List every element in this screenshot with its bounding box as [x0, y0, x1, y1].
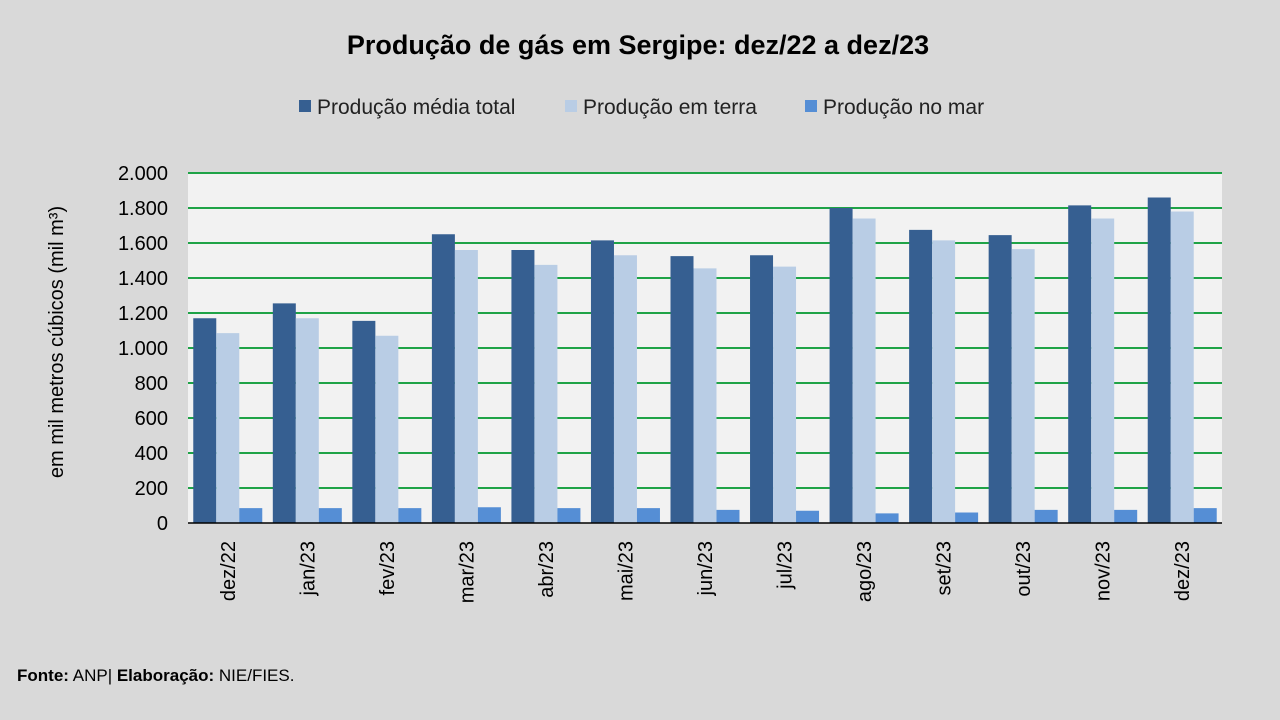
y-axis-label: em mil metros cúbicos (mil m³) — [46, 206, 68, 478]
bar — [193, 318, 217, 523]
y-tick-label: 800 — [135, 373, 168, 395]
source-label: Fonte: — [17, 666, 69, 685]
bar — [511, 250, 535, 523]
bar — [216, 333, 240, 523]
bar — [613, 255, 637, 523]
bar — [955, 512, 979, 523]
bar — [932, 240, 956, 523]
bar — [352, 320, 376, 523]
bar — [590, 240, 614, 523]
x-tick-label: dez/22 — [218, 541, 240, 601]
y-tick-label: 1.600 — [118, 233, 168, 255]
chart: Produção de gás em Sergipe: dez/22 a dez… — [46, 30, 1222, 603]
bar — [716, 509, 740, 523]
legend-label: Produção no mar — [823, 96, 984, 119]
x-tick-label: set/23 — [934, 541, 956, 595]
y-tick-label: 1.800 — [118, 198, 168, 220]
bar — [796, 510, 820, 523]
x-tick-label: out/23 — [1013, 541, 1035, 597]
bar — [295, 318, 319, 523]
bar — [875, 513, 899, 523]
bar — [693, 268, 717, 523]
bar — [431, 234, 455, 523]
legend-swatch — [565, 100, 577, 112]
elaboration-label: Elaboração: — [116, 666, 215, 685]
bar — [988, 235, 1012, 523]
chart-title: Produção de gás em Sergipe: dez/22 a dez… — [347, 30, 929, 60]
bar — [636, 508, 660, 523]
bar — [1114, 509, 1138, 523]
x-tick-label: dez/23 — [1172, 541, 1194, 601]
x-tick-label: jan/23 — [297, 541, 319, 597]
legend-swatch — [299, 100, 311, 112]
bar — [1068, 205, 1092, 523]
bar — [1011, 249, 1035, 523]
y-tick-label: 600 — [135, 408, 168, 430]
y-tick-label: 1.400 — [118, 268, 168, 290]
y-tick-label: 1.000 — [118, 338, 168, 360]
x-axis-ticks: dez/22 jan/23 fev/23 mar/23 abr/23 mai/23 jun/… — [218, 541, 1194, 603]
bar — [1091, 218, 1115, 523]
y-axis-ticks: 0 200 400 600 800 1.000 1.200 1.400 1.600 1.800 2.… — [118, 163, 168, 535]
x-tick-label: nov/23 — [1093, 541, 1115, 601]
x-tick-label: jul/23 — [775, 541, 797, 590]
legend: Produção média total Produção em terra Pro… — [299, 96, 984, 119]
legend-label: Produção média total — [317, 96, 515, 119]
bar — [1193, 508, 1217, 523]
bar — [534, 264, 558, 523]
bars — [193, 197, 1217, 523]
x-tick-label: mar/23 — [456, 541, 478, 603]
bar — [477, 507, 501, 523]
bar — [670, 256, 694, 523]
y-tick-label: 2.000 — [118, 163, 168, 185]
source-value: ANP| — [72, 666, 113, 685]
bar — [829, 208, 853, 523]
bar — [557, 508, 581, 523]
bar — [1034, 509, 1058, 523]
bar — [1147, 197, 1171, 523]
x-tick-label: fev/23 — [377, 541, 399, 595]
bar — [398, 508, 422, 523]
y-tick-label: 0 — [157, 513, 168, 535]
y-tick-label: 200 — [135, 478, 168, 500]
x-tick-label: mai/23 — [615, 541, 637, 601]
elaboration-value: NIE/FIES. — [218, 666, 295, 685]
bar — [1170, 211, 1194, 523]
bar — [239, 508, 263, 523]
bar — [750, 255, 774, 523]
bar — [852, 218, 876, 523]
y-tick-label: 1.200 — [118, 303, 168, 325]
legend-swatch — [805, 100, 817, 112]
x-tick-label: ago/23 — [854, 541, 876, 602]
bar — [318, 508, 342, 523]
bar — [272, 303, 296, 523]
bar — [909, 229, 933, 523]
y-tick-label: 400 — [135, 443, 168, 465]
x-tick-label: abr/23 — [536, 541, 558, 598]
legend-label: Produção em terra — [583, 96, 757, 119]
bar — [375, 335, 399, 523]
bar — [454, 250, 478, 523]
footer: Fonte: ANP| Elaboração: NIE/FIES. — [17, 666, 294, 686]
bar — [773, 266, 797, 523]
x-tick-label: jun/23 — [695, 541, 717, 597]
